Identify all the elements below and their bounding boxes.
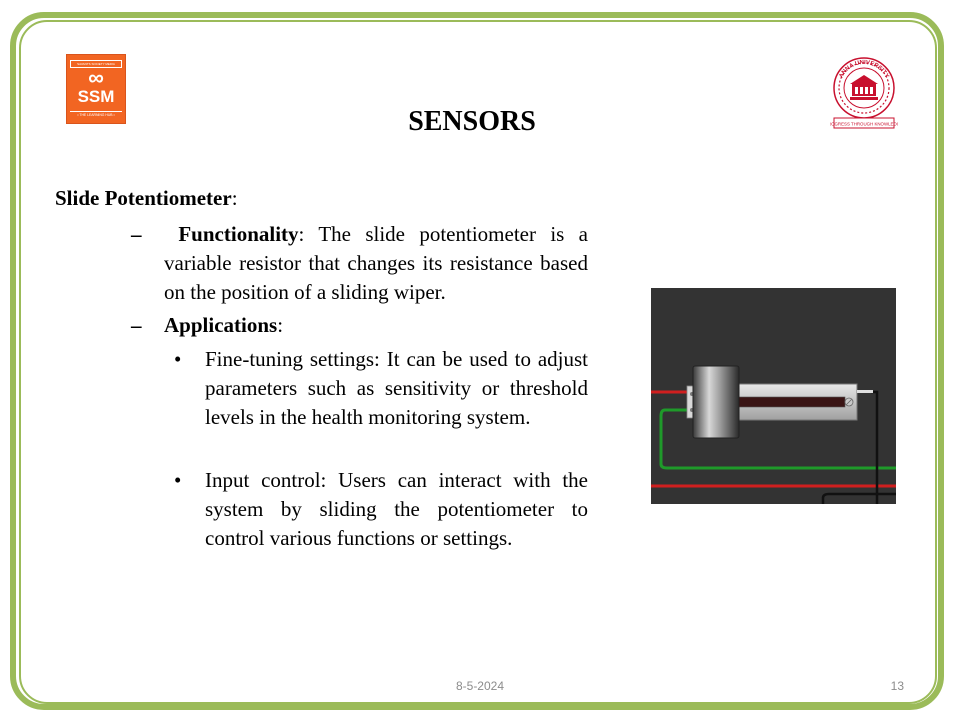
ssm-logo: SAVANTS SOCIETY MEDIA ∞ SSM • THE LEARNI… <box>66 54 126 124</box>
point-label: Applications <box>164 313 278 337</box>
bullet-marker: • <box>174 468 182 492</box>
wire-black-2 <box>821 492 896 504</box>
slider-knob <box>692 365 740 439</box>
anna-logo-window <box>870 87 873 94</box>
footer-date: 8-5-2024 <box>455 679 505 693</box>
anna-logo-window <box>855 87 858 94</box>
sub-heading: Slide Potentiometer: <box>55 184 238 212</box>
anna-logo-motto-box <box>833 117 895 129</box>
bullet-input-control: Input control: Users can interact with t… <box>205 468 588 550</box>
ssm-logo-tagline-bottom: • THE LEARNING HUB • <box>70 111 122 118</box>
footer-page-number: 13 <box>890 679 904 693</box>
point-label: Functionality <box>178 222 299 246</box>
anna-university-logo: ANNA UNIVERSITY PROGRESS THROUGH KNOWLED… <box>830 57 898 129</box>
dash-marker: – <box>131 222 142 246</box>
dash-marker: – <box>131 313 142 337</box>
screw-slot <box>846 399 852 405</box>
slide-potentiometer-image <box>651 288 896 504</box>
anna-logo-roof <box>850 75 878 84</box>
anna-logo-gear-ring <box>838 62 890 114</box>
slide-frame-inner <box>19 20 937 704</box>
slide-frame-outer <box>10 12 944 710</box>
anna-logo-window <box>860 87 863 94</box>
sub-heading-label: Slide Potentiometer <box>55 186 232 210</box>
potentiometer-pin <box>857 390 873 393</box>
anna-logo-motto: PROGRESS THROUGH KNOWLEDGE <box>830 122 898 127</box>
ssm-logo-name: SSM <box>77 87 115 106</box>
potentiometer-track <box>736 396 846 408</box>
ssm-logo-tagline-top: SAVANTS SOCIETY MEDIA <box>70 60 122 68</box>
infinity-icon: ∞ <box>88 65 104 90</box>
anna-logo-base <box>850 97 878 100</box>
bullet-marker: • <box>174 347 182 371</box>
wire-green <box>659 408 896 470</box>
point-functionality: Functionality: The slide potentiometer i… <box>164 220 588 307</box>
point-text: : <box>277 313 284 337</box>
sub-heading-colon: : <box>231 186 238 210</box>
anna-logo-window <box>865 87 868 94</box>
slide-title: SENSORS <box>408 106 536 137</box>
bullet-fine-tuning: Fine-tuning settings: It can be used to … <box>205 347 588 429</box>
point-text: : The slide potentiometer is a variable … <box>164 222 588 304</box>
point-applications: Applications: <box>164 311 588 340</box>
